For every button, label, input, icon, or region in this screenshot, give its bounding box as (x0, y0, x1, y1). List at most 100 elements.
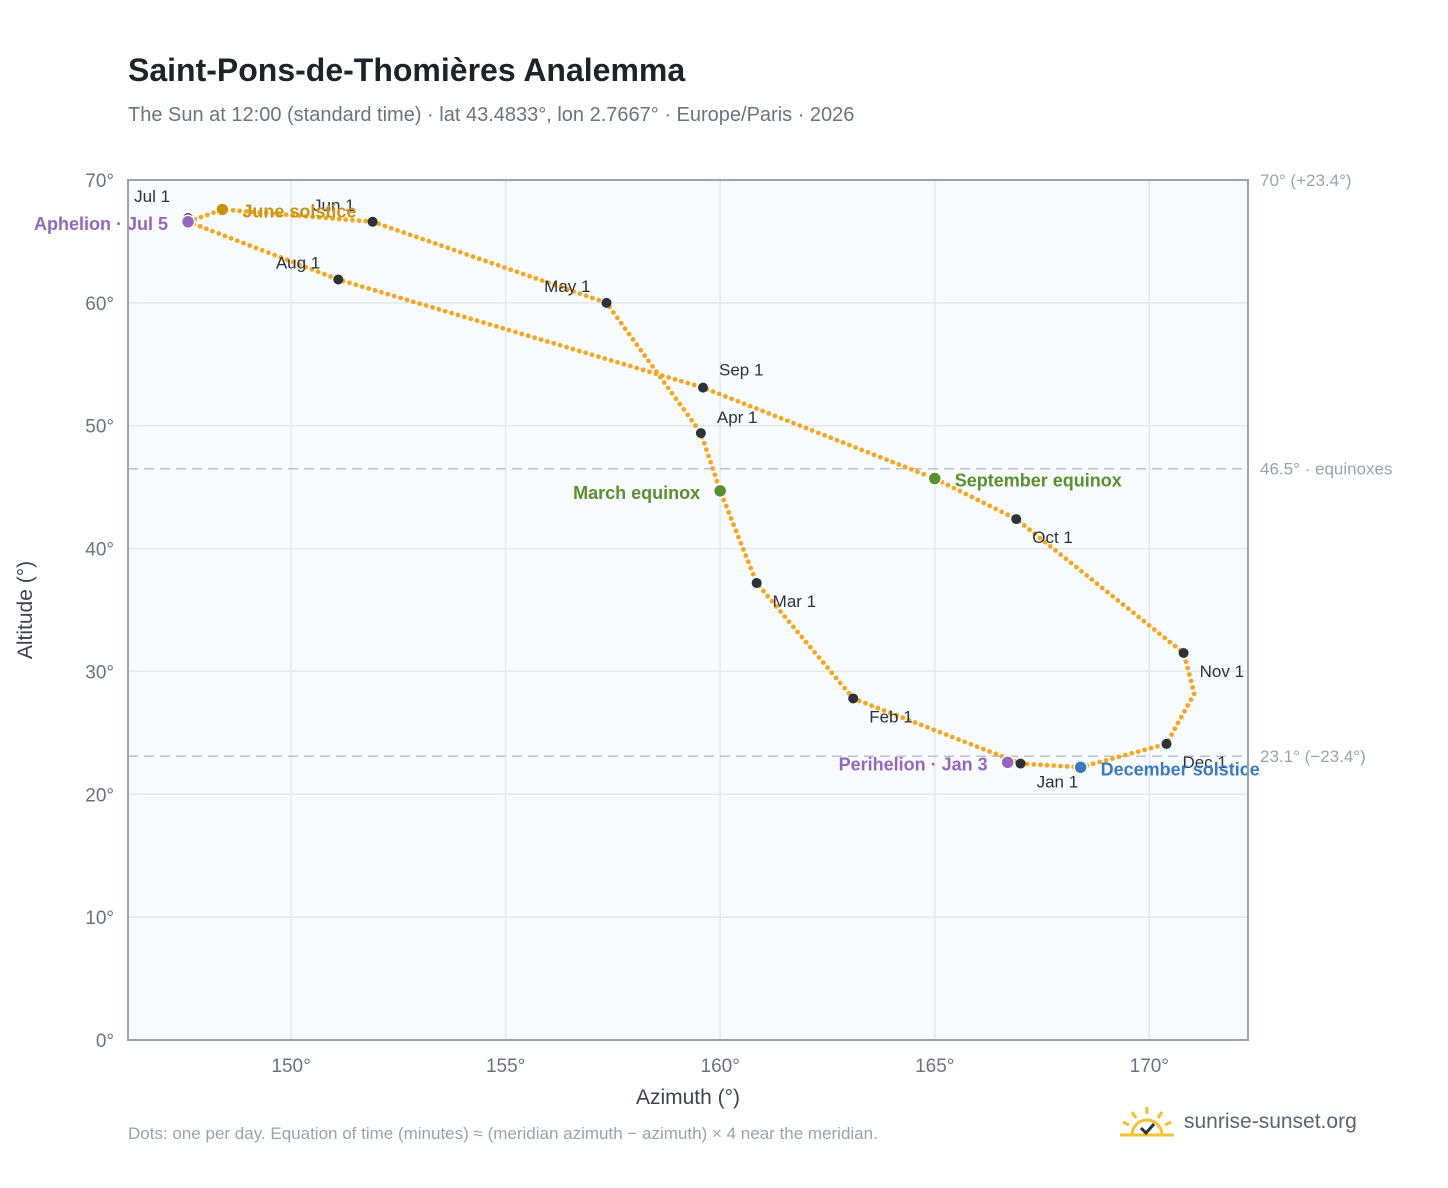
day-dot (442, 308, 448, 314)
day-dot (735, 398, 741, 404)
day-dot (728, 516, 734, 521)
month-label: Jul 1 (134, 187, 170, 206)
day-dot (677, 401, 683, 407)
day-dot (723, 394, 728, 399)
day-dot (1155, 743, 1160, 749)
day-dot (570, 346, 576, 352)
x-tick-label: 170° (1130, 1056, 1169, 1077)
day-dot (571, 289, 577, 294)
day-dot (602, 356, 608, 361)
month-label: May 1 (544, 277, 590, 296)
day-dot (366, 286, 372, 291)
day-dot (627, 363, 633, 369)
day-dot (1089, 577, 1095, 582)
day-dot (1185, 703, 1191, 708)
day-dot (1027, 527, 1032, 533)
event-label: June solstice (242, 201, 356, 221)
day-dot (451, 247, 457, 253)
day-dot (710, 466, 716, 471)
day-dot (863, 700, 868, 706)
day-dot (740, 547, 746, 552)
day-dot (630, 336, 636, 342)
day-dot (410, 299, 416, 305)
day-dot (902, 464, 908, 470)
month-label: Oct 1 (1032, 528, 1073, 547)
day-dot (840, 440, 846, 446)
day-dot (712, 472, 718, 478)
day-dot (812, 649, 818, 655)
day-dot (1141, 618, 1147, 624)
day-dot (615, 359, 620, 365)
day-dot (769, 598, 775, 604)
day-dot (846, 690, 852, 696)
day-dot (519, 331, 525, 337)
day-dot (321, 271, 327, 277)
x-axis-label: Azimuth (°) (636, 1086, 740, 1109)
day-dot (842, 685, 847, 691)
day-dot (353, 282, 359, 288)
day-dot (915, 469, 920, 475)
event-marker (180, 214, 196, 230)
day-dot (1169, 732, 1175, 738)
brand[interactable]: sunrise-sunset.org (1120, 1102, 1357, 1142)
day-dot (372, 288, 378, 293)
day-dot (761, 588, 766, 594)
day-dot (1042, 539, 1048, 545)
day-dot (1188, 678, 1194, 684)
day-dot (815, 430, 821, 436)
day-dot (363, 218, 369, 224)
month-label: Mar 1 (773, 592, 816, 611)
day-dot (445, 245, 451, 251)
month-marker (1015, 758, 1026, 769)
day-dot (679, 378, 684, 384)
day-dot (661, 380, 667, 385)
day-dot (347, 280, 352, 286)
day-dot (1146, 622, 1152, 628)
day-dot (943, 732, 949, 738)
day-dot (786, 619, 792, 625)
day-dot (803, 425, 809, 431)
day-dot (816, 655, 822, 660)
day-dot (508, 267, 514, 273)
day-dot (896, 462, 902, 467)
day-dot (404, 297, 410, 303)
day-dot (1135, 749, 1141, 755)
day-dot (487, 322, 493, 327)
reference-line-label: 46.5° · equinoxes (1260, 460, 1393, 479)
y-tick-label: 70° (85, 171, 114, 192)
day-dot (250, 209, 256, 215)
day-dot (483, 258, 488, 264)
x-tick-label: 155° (486, 1056, 525, 1077)
footnote: Dots: one per day. Equation of time (min… (128, 1124, 878, 1143)
day-dot (283, 212, 289, 218)
day-dot (356, 218, 362, 224)
day-dot (1167, 639, 1173, 645)
day-dot (969, 494, 975, 500)
day-dot (1191, 691, 1197, 697)
day-dot (884, 457, 889, 463)
day-dot (234, 238, 240, 244)
day-dot (760, 408, 765, 414)
day-dot (987, 503, 993, 509)
day-dot (1115, 597, 1121, 603)
day-dot (716, 391, 722, 397)
day-dot (951, 485, 957, 491)
month-marker (695, 428, 706, 439)
day-dot (726, 509, 732, 515)
day-dot (237, 208, 243, 214)
day-dot (837, 680, 843, 686)
brand-text: sunrise-sunset.org (1184, 1110, 1357, 1133)
day-dot (750, 571, 756, 577)
day-dot (646, 358, 651, 364)
day-dot (747, 403, 753, 409)
day-dot (557, 342, 563, 348)
day-dot (590, 295, 595, 301)
day-dot (701, 440, 707, 446)
day-dot (611, 310, 616, 315)
day-dot (230, 207, 236, 213)
day-dot (243, 209, 249, 214)
day-dot (464, 251, 470, 257)
day-dot (1178, 714, 1184, 720)
day-dot (925, 724, 930, 730)
day-dot (748, 565, 754, 571)
